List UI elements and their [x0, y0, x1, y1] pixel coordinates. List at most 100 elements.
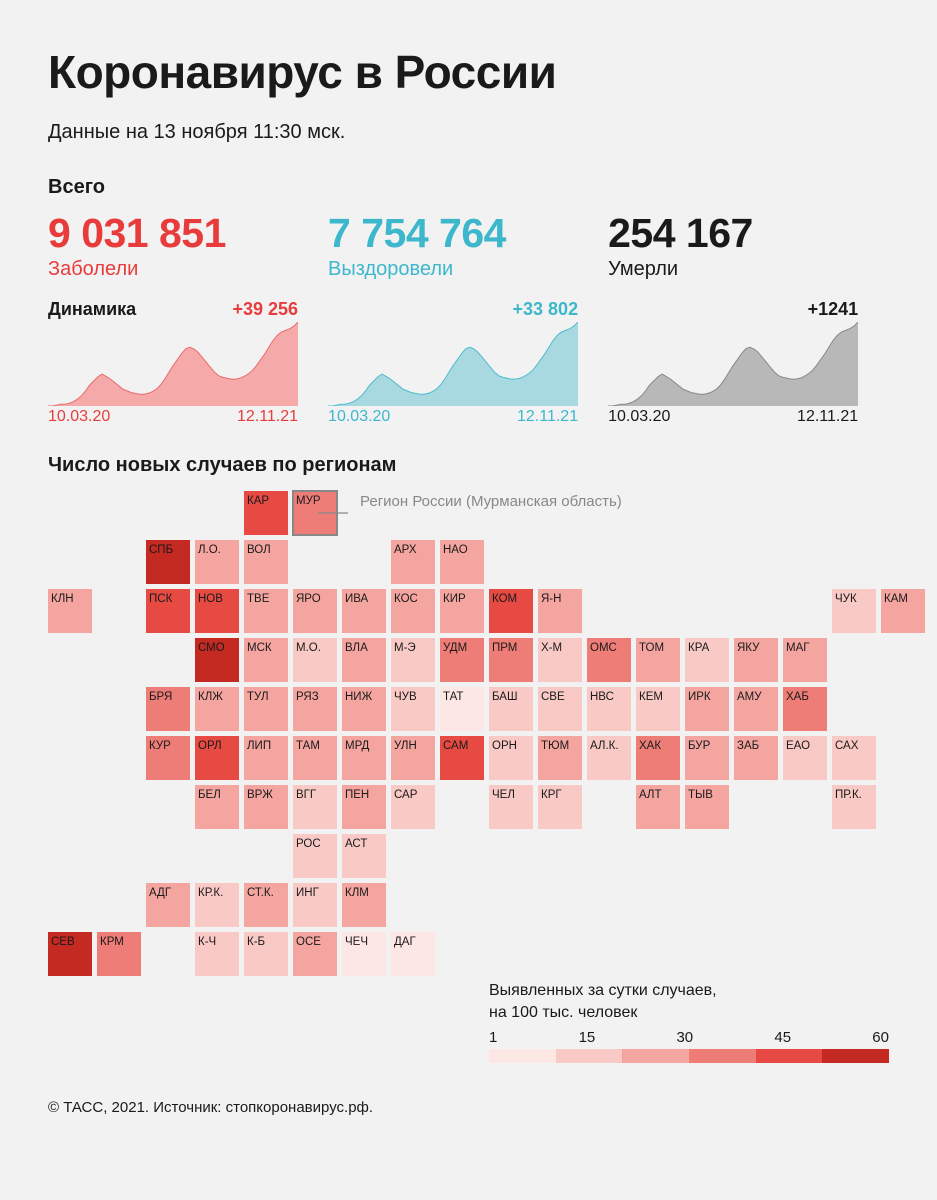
region-УДМ: УДМ — [440, 638, 484, 682]
region-ОРН: ОРН — [489, 736, 533, 780]
stat-label-1: Выздоровели — [328, 258, 608, 281]
legend-seg — [756, 1049, 823, 1063]
region-ЧУВ: ЧУВ — [391, 687, 435, 731]
region-ОМС: ОМС — [587, 638, 631, 682]
date-subtitle: Данные на 13 ноября 11:30 мск. — [48, 121, 889, 144]
region-СПБ: СПБ — [146, 540, 190, 584]
delta-0: +39 256 — [232, 299, 298, 320]
region-КРМ: КРМ — [97, 932, 141, 976]
page-title: Коронавирус в России — [48, 45, 889, 99]
region-ЧУК: ЧУК — [832, 589, 876, 633]
region-ПР.К.: ПР.К. — [832, 785, 876, 829]
date-end-1: 12.11.21 — [517, 408, 578, 426]
region-К-Б: К-Б — [244, 932, 288, 976]
region-САМ: САМ — [440, 736, 484, 780]
date-end-2: 12.11.21 — [797, 408, 858, 426]
legend-tick: 45 — [774, 1029, 791, 1046]
region-КЛМ: КЛМ — [342, 883, 386, 927]
region-КРГ: КРГ — [538, 785, 582, 829]
region-ВЛА: ВЛА — [342, 638, 386, 682]
region-БУР: БУР — [685, 736, 729, 780]
region-ТАМ: ТАМ — [293, 736, 337, 780]
legend-title-l1: Выявленных за сутки случаев, — [489, 982, 717, 999]
region-М.О.: М.О. — [293, 638, 337, 682]
region-ЕАО: ЕАО — [783, 736, 827, 780]
region-КУР: КУР — [146, 736, 190, 780]
region-ЗАБ: ЗАБ — [734, 736, 778, 780]
region-Я-Н: Я-Н — [538, 589, 582, 633]
region-КЕМ: КЕМ — [636, 687, 680, 731]
region-ХАК: ХАК — [636, 736, 680, 780]
region-САХ: САХ — [832, 736, 876, 780]
region-САР: САР — [391, 785, 435, 829]
stat-value-1: 7 754 764 — [328, 211, 608, 256]
region-ЯКУ: ЯКУ — [734, 638, 778, 682]
stat-label-2: Умерли — [608, 258, 888, 281]
region-ИВА: ИВА — [342, 589, 386, 633]
callout-text: Регион России (Мурманская область) — [360, 493, 622, 510]
region-СВЕ: СВЕ — [538, 687, 582, 731]
region-ОСЕ: ОСЕ — [293, 932, 337, 976]
region-АДГ: АДГ — [146, 883, 190, 927]
region-КОМ: КОМ — [489, 589, 533, 633]
region-ТЫВ: ТЫВ — [685, 785, 729, 829]
region-ПРМ: ПРМ — [489, 638, 533, 682]
region-НОВ: НОВ — [195, 589, 239, 633]
region-КЛЖ: КЛЖ — [195, 687, 239, 731]
callout-line — [318, 502, 358, 522]
legend-tick: 30 — [676, 1029, 693, 1046]
region-grid: КАРМУРСПБЛ.О.ВОЛАРХНАОКЛНПСКНОВТВЕЯРОИВА… — [48, 491, 889, 976]
region-СМО: СМО — [195, 638, 239, 682]
region-БРЯ: БРЯ — [146, 687, 190, 731]
region-ТУЛ: ТУЛ — [244, 687, 288, 731]
region-ПЕН: ПЕН — [342, 785, 386, 829]
region-АЛ.К.: АЛ.К. — [587, 736, 631, 780]
legend-title-l2: на 100 тыс. человек — [489, 1004, 637, 1021]
region-МРД: МРД — [342, 736, 386, 780]
region-Л.О.: Л.О. — [195, 540, 239, 584]
region-ВРЖ: ВРЖ — [244, 785, 288, 829]
legend-seg — [689, 1049, 756, 1063]
region-М-Э: М-Э — [391, 638, 435, 682]
map-title: Число новых случаев по регионам — [48, 454, 889, 477]
region-ИНГ: ИНГ — [293, 883, 337, 927]
delta-2: +1241 — [808, 299, 859, 320]
region-ЧЕЧ: ЧЕЧ — [342, 932, 386, 976]
region-ВГГ: ВГГ — [293, 785, 337, 829]
region-МСК: МСК — [244, 638, 288, 682]
region-ДАГ: ДАГ — [391, 932, 435, 976]
region-КРА: КРА — [685, 638, 729, 682]
legend-tick: 15 — [579, 1029, 596, 1046]
legend-seg — [822, 1049, 889, 1063]
region-ИРК: ИРК — [685, 687, 729, 731]
region-ТВЕ: ТВЕ — [244, 589, 288, 633]
sparkline-2 — [608, 322, 858, 406]
legend-tick: 1 — [489, 1029, 497, 1046]
region-ЯРО: ЯРО — [293, 589, 337, 633]
date-start-2: 10.03.20 — [608, 408, 670, 426]
region-ЛИП: ЛИП — [244, 736, 288, 780]
region-КЛН: КЛН — [48, 589, 92, 633]
region-КАР: КАР — [244, 491, 288, 535]
region-К-Ч: К-Ч — [195, 932, 239, 976]
date-start-0: 10.03.20 — [48, 408, 110, 426]
region-РОС: РОС — [293, 834, 337, 878]
date-end-0: 12.11.21 — [237, 408, 298, 426]
sparkline-0 — [48, 322, 298, 406]
region-ХАБ: ХАБ — [783, 687, 827, 731]
region-ПСК: ПСК — [146, 589, 190, 633]
region-АСТ: АСТ — [342, 834, 386, 878]
region-НАО: НАО — [440, 540, 484, 584]
region-СТ.К.: СТ.К. — [244, 883, 288, 927]
region-БАШ: БАШ — [489, 687, 533, 731]
legend-tick: 60 — [872, 1029, 889, 1046]
region-ЧЕЛ: ЧЕЛ — [489, 785, 533, 829]
sparkline-1 — [328, 322, 578, 406]
stats-row: 9 031 851 Заболели7 754 764 Выздоровели2… — [48, 211, 889, 281]
legend-seg — [622, 1049, 689, 1063]
region-ОРЛ: ОРЛ — [195, 736, 239, 780]
region-УЛН: УЛН — [391, 736, 435, 780]
region-Х-М: Х-М — [538, 638, 582, 682]
region-ТОМ: ТОМ — [636, 638, 680, 682]
total-label: Всего — [48, 176, 889, 199]
